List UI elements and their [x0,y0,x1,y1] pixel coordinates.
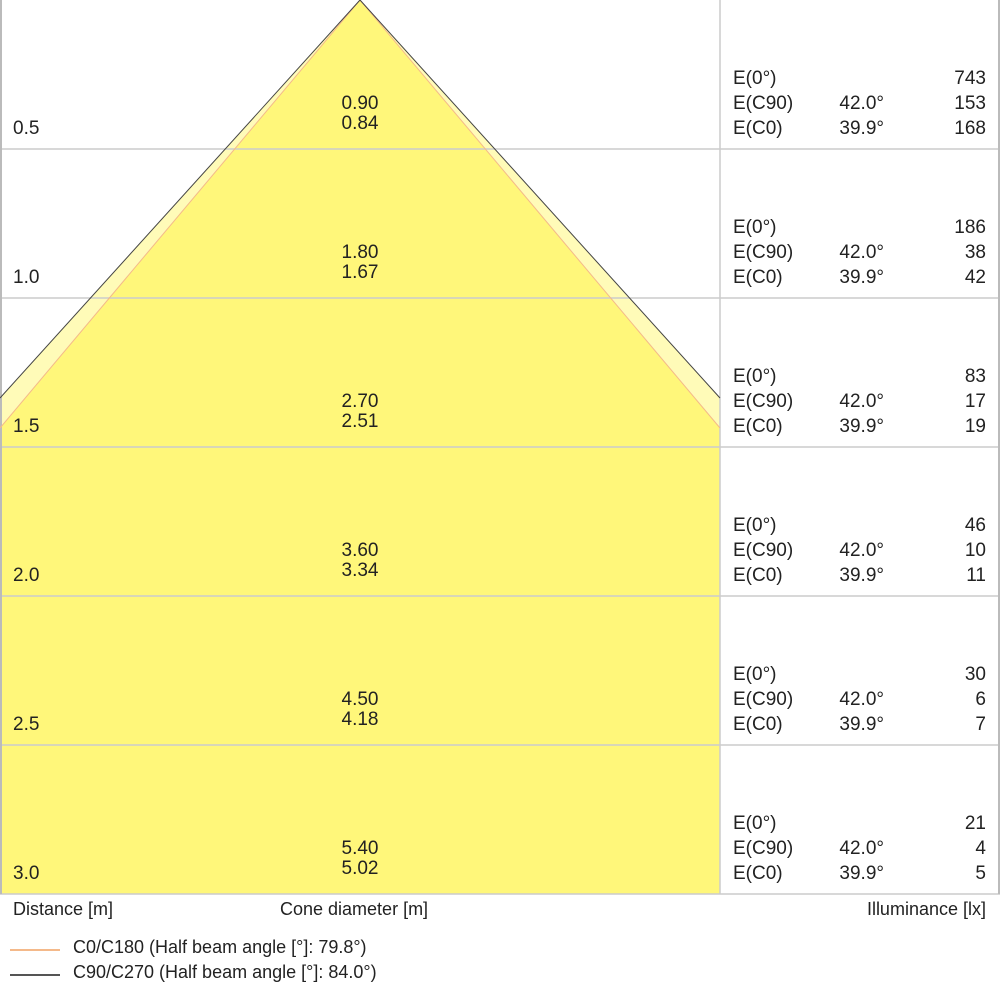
ec0-label: E(C0) [733,714,783,735]
angle-c90: 42.0° [839,242,884,263]
distance-label: 2.0 [13,565,39,586]
ec90-label: E(C90) [733,391,793,412]
e0-label: E(0°) [733,664,777,685]
cone-diameter-c90: 2.70 [342,391,379,412]
cone-diameter-c90: 4.50 [342,689,379,710]
angle-c0: 39.9° [839,267,884,288]
legend-swatch-c90 [10,974,60,976]
angle-c0: 39.9° [839,714,884,735]
distance-label: 1.0 [13,267,39,288]
e0-label: E(0°) [733,813,777,834]
ec0-value: 11 [966,565,986,586]
c0-beam-line [0,0,721,429]
e0-value: 21 [965,813,986,834]
cone-diameter-c0: 3.34 [342,560,379,581]
ec0-label: E(C0) [733,863,783,884]
legend-swatch-c0 [10,949,60,951]
e0-value: 743 [954,68,986,89]
legend-label-c0: C0/C180 (Half beam angle [°]: 79.8°) [73,937,367,957]
c90-beam-line [0,0,721,399]
ec0-value: 168 [954,118,986,139]
angle-c0: 39.9° [839,565,884,586]
distance-label: 3.0 [13,863,39,884]
ec0-value: 19 [965,416,986,437]
e0-value: 30 [965,664,986,685]
illuminance-axis-label: Illuminance [lx] [866,899,986,919]
ec90-label: E(C90) [733,242,793,263]
legend-label-c90: C90/C270 (Half beam angle [°]: 84.0°) [73,962,377,982]
ec90-value: 6 [975,689,986,710]
distance-label: 2.5 [13,714,39,735]
distance-label: 0.5 [13,118,39,139]
angle-c0: 39.9° [839,863,884,884]
cone-diameter-c90: 3.60 [342,540,379,561]
e0-value: 46 [965,515,986,536]
cone-axis-label: Cone diameter [m] [280,899,429,919]
ec0-label: E(C0) [733,118,783,139]
cone-diameter-c0: 4.18 [342,709,379,730]
e0-label: E(0°) [733,515,777,536]
ec90-value: 10 [965,540,986,561]
ec90-label: E(C90) [733,838,793,859]
angle-c0: 39.9° [839,118,884,139]
distance-axis-label: Distance [m] [13,899,114,919]
e0-label: E(0°) [733,68,777,89]
cone-diameter-c90: 5.40 [342,838,379,859]
distance-label: 1.5 [13,416,39,437]
cone-diameter-c0: 0.84 [342,113,379,134]
ec0-value: 42 [965,267,986,288]
e0-value: 186 [954,217,986,238]
e0-label: E(0°) [733,217,777,238]
ec90-value: 38 [965,242,986,263]
e0-value: 83 [965,366,986,387]
angle-c90: 42.0° [839,689,884,710]
ec0-value: 5 [975,863,986,884]
ec90-label: E(C90) [733,689,793,710]
cone-diameter-c90: 1.80 [342,242,379,263]
ec90-value: 153 [954,93,986,114]
ec0-label: E(C0) [733,416,783,437]
ec90-value: 4 [975,838,986,859]
cone-diameter-c0: 1.67 [342,262,379,283]
ec0-label: E(C0) [733,267,783,288]
angle-c0: 39.9° [839,416,884,437]
ec0-label: E(C0) [733,565,783,586]
cone-diameter-c0: 5.02 [342,858,379,879]
angle-c90: 42.0° [839,540,884,561]
angle-c90: 42.0° [839,391,884,412]
e0-label: E(0°) [733,366,777,387]
cone-diameter-c0: 2.51 [342,411,379,432]
angle-c90: 42.0° [839,93,884,114]
ec90-value: 17 [965,391,986,412]
angle-c90: 42.0° [839,838,884,859]
ec90-label: E(C90) [733,540,793,561]
cone-diameter-c90: 0.90 [342,93,379,114]
ec0-value: 7 [975,714,986,735]
ec90-label: E(C90) [733,93,793,114]
